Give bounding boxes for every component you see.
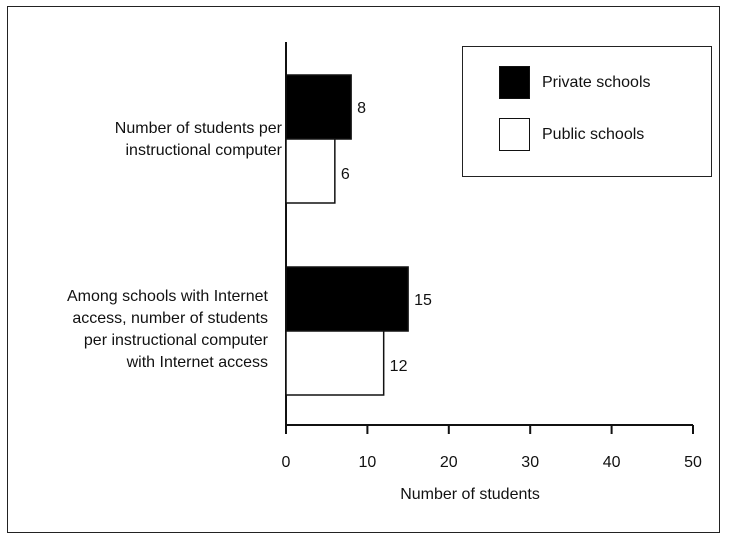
data-label: 12 bbox=[390, 358, 408, 375]
x-tick-label: 50 bbox=[684, 454, 702, 471]
bar-public bbox=[285, 330, 385, 396]
category-label-line: Among schools with Internet bbox=[67, 288, 268, 305]
x-axis-title: Number of students bbox=[400, 486, 540, 503]
bar-public bbox=[285, 138, 336, 204]
bar-private bbox=[285, 74, 352, 140]
x-tick-label: 20 bbox=[440, 454, 458, 471]
legend-label-private: Private schools bbox=[542, 73, 651, 91]
x-tick-label: 30 bbox=[521, 454, 539, 471]
legend-swatch-private bbox=[499, 66, 530, 99]
category-label-line: instructional computer bbox=[125, 142, 282, 159]
category-label-line: access, number of students bbox=[72, 310, 268, 327]
x-tick-label: 40 bbox=[603, 454, 621, 471]
category-label-line: per instructional computer bbox=[83, 332, 268, 349]
data-label: 8 bbox=[357, 100, 366, 117]
legend-label-public: Public schools bbox=[542, 125, 645, 143]
category-label-line: with Internet access bbox=[126, 354, 268, 371]
x-tick-label: 10 bbox=[359, 454, 377, 471]
bar-private bbox=[285, 266, 409, 332]
x-tick-label: 0 bbox=[282, 454, 291, 471]
category-label-1: Among schools with Internet access, numb… bbox=[0, 286, 268, 374]
legend-item-private: Private schools bbox=[499, 66, 651, 99]
legend: Private schools Public schools bbox=[462, 46, 712, 177]
legend-item-public: Public schools bbox=[499, 118, 644, 151]
legend-swatch-public bbox=[499, 118, 530, 151]
category-label-line: Number of students per bbox=[114, 120, 282, 137]
data-label: 6 bbox=[341, 166, 350, 183]
category-label-0: Number of students per instructional com… bbox=[12, 118, 282, 162]
data-label: 15 bbox=[414, 292, 432, 309]
